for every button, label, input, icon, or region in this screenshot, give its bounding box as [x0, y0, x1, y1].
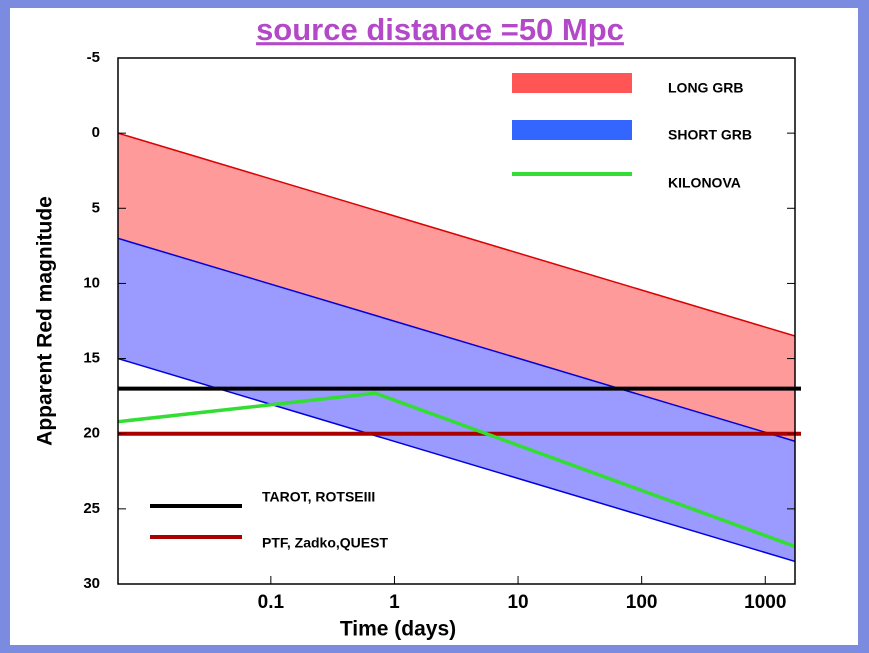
legend-label: PTF, Zadko,QUEST	[262, 535, 388, 551]
x-tick-label: 1	[389, 592, 400, 613]
y-tick-label: 20	[83, 425, 100, 442]
legend-label: LONG GRB	[668, 80, 743, 96]
y-tick-label: 25	[83, 500, 100, 517]
y-tick-label: 30	[83, 575, 100, 592]
y-axis-label: Apparent Red magnitude	[34, 196, 57, 446]
chart-title: source distance =50 Mpc	[256, 12, 624, 47]
y-tick-label: 10	[83, 274, 100, 291]
legend-swatch	[512, 120, 632, 140]
y-tick-label: -5	[87, 49, 100, 66]
legend-swatch	[512, 73, 632, 93]
legend-label: TAROT, ROTSEIII	[262, 489, 375, 505]
x-tick-label: 0.1	[258, 592, 285, 613]
y-tick-label: 0	[92, 124, 100, 141]
y-tick-label: 15	[83, 350, 100, 367]
x-tick-label: 100	[626, 592, 658, 613]
plot-frame	[117, 57, 796, 585]
band-edge	[117, 357, 796, 563]
x-tick-label: 1000	[744, 592, 786, 613]
band-fill	[118, 133, 795, 457]
band-edge	[117, 237, 796, 442]
line	[117, 391, 796, 549]
x-axis-label: Time (days)	[340, 618, 456, 641]
y-tick-label: 5	[92, 199, 100, 216]
band-edge	[117, 132, 796, 337]
x-tick-label: 10	[507, 592, 528, 613]
legend-label: SHORT GRB	[668, 127, 752, 143]
legend-label: KILONOVA	[668, 175, 741, 191]
band-fill	[118, 238, 795, 562]
